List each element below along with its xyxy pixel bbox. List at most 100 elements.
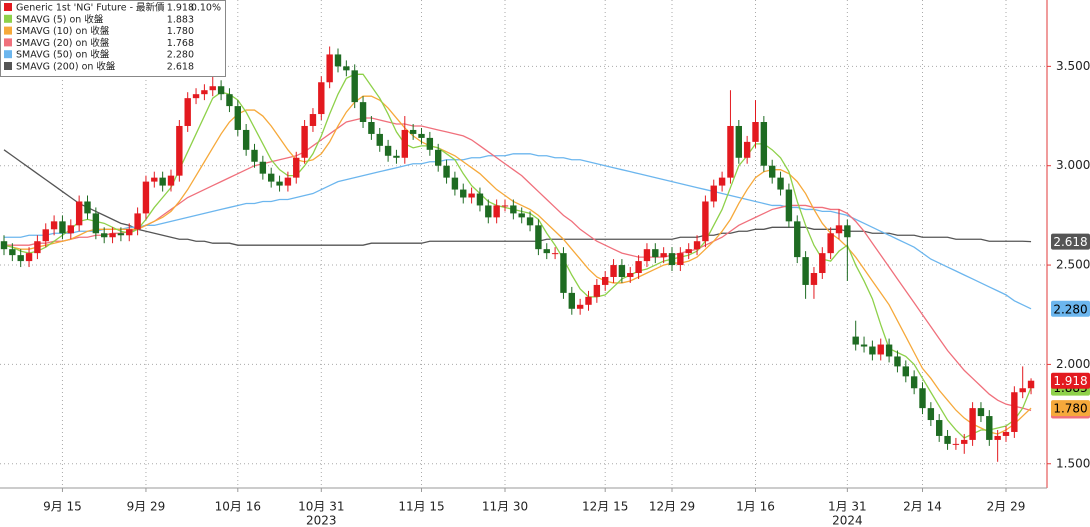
candle-body [268, 173, 275, 182]
candle-body [101, 233, 108, 238]
legend-value: 2.280 [167, 50, 194, 61]
candle-body [869, 346, 876, 355]
candle-body [9, 249, 16, 256]
candle-body [743, 141, 751, 158]
candle-body [151, 177, 158, 182]
candle-body [877, 344, 884, 355]
candle-body [167, 175, 175, 186]
x-tick-label: 10月 31 [298, 500, 344, 514]
candle-body [435, 149, 442, 166]
y-tick-label: 3.000 [1056, 158, 1090, 172]
candle-body [760, 122, 768, 166]
candle-body [309, 114, 317, 126]
legend-swatch [4, 3, 12, 11]
candle-body [560, 253, 567, 293]
legend-swatch [4, 14, 12, 23]
candle-body [326, 54, 333, 83]
candle-body [535, 225, 542, 250]
candle-body [343, 66, 350, 71]
candle-body [401, 129, 408, 158]
candle-body [17, 255, 24, 262]
candle-body [510, 205, 517, 214]
legend-change: 0.10% [191, 3, 221, 14]
candle-body [835, 225, 843, 234]
ma-line [3, 73, 1032, 439]
candle-body [727, 125, 734, 178]
value-tag-box [1051, 300, 1090, 317]
candle-body [1019, 388, 1026, 393]
moving-averages [3, 73, 1032, 439]
candle-body [810, 273, 818, 285]
candle-body [359, 102, 367, 122]
candle-body [1002, 431, 1010, 436]
value-tag-box [1051, 372, 1090, 389]
candle-body [276, 181, 283, 186]
ma-line [3, 95, 1032, 435]
candle-body [627, 273, 634, 277]
candle-body [802, 257, 809, 285]
candle-body [977, 408, 985, 417]
candle-body [126, 229, 133, 236]
candle-body [476, 193, 484, 206]
x-tick-label: 10月 16 [215, 500, 261, 514]
candle-body [384, 145, 392, 156]
legend-box [0, 0, 226, 77]
candle-body [543, 249, 550, 254]
candle-body [301, 125, 308, 158]
candle-body [643, 249, 651, 262]
y-tick-label: 2.500 [1056, 258, 1090, 272]
x-tick-label: 2月 29 [987, 500, 1026, 514]
candle-body [501, 205, 509, 207]
candle-body [910, 376, 918, 389]
x-tick-label: 11月 30 [482, 500, 528, 514]
candle-body [969, 408, 976, 440]
year-label: 2024 [832, 514, 863, 527]
candle-body [409, 129, 417, 134]
candle-body [376, 133, 383, 146]
x-tick-label: 9月 15 [43, 500, 82, 514]
candle-body [34, 241, 41, 254]
candle-body [109, 233, 116, 238]
candle-body [334, 54, 342, 67]
candles [0, 46, 1035, 462]
x-tick-label: 12月 15 [582, 500, 628, 514]
candle-body [827, 233, 834, 254]
candle-body [585, 296, 592, 305]
candle-body [242, 129, 250, 150]
value-tag-box [1051, 233, 1090, 250]
candle-body [318, 82, 325, 115]
candle-body [426, 137, 434, 150]
candle-body [944, 435, 951, 444]
candle-body [936, 420, 943, 436]
candle-body [209, 86, 216, 91]
candle-body [718, 177, 726, 186]
axis-labels: 1.500 2.000 2.500 3.000 3.500 9月 15 9月 29 10月 1… [43, 59, 1090, 527]
candle-body [117, 233, 125, 236]
x-tick-label: 2月 14 [903, 500, 942, 514]
candle-body [551, 253, 559, 255]
candle-body [217, 86, 225, 95]
candle-body [0, 241, 8, 250]
candle-body [994, 435, 1001, 440]
legend-value: 1.780 [167, 26, 194, 37]
ma-line [4, 153, 1032, 310]
candle-body [685, 249, 692, 254]
candle-body [184, 98, 191, 126]
candle-body [635, 261, 642, 274]
candle-body [518, 213, 525, 218]
candle-body [284, 177, 292, 186]
candle-body [485, 205, 492, 218]
candle-body [794, 221, 801, 258]
legend-swatch [4, 62, 12, 70]
x-tick-label: 12月 29 [649, 500, 695, 514]
legend-label: SMAVG (10) on 收盤 [16, 25, 110, 37]
x-tick-label: 1月 31 [828, 500, 867, 514]
candle-body [1011, 392, 1018, 432]
candle-body [25, 253, 33, 262]
legend-label: SMAVG (200) on 收盤 [16, 61, 116, 73]
candle-body [660, 253, 667, 258]
candle-body [368, 122, 375, 134]
candle-body [50, 221, 58, 230]
